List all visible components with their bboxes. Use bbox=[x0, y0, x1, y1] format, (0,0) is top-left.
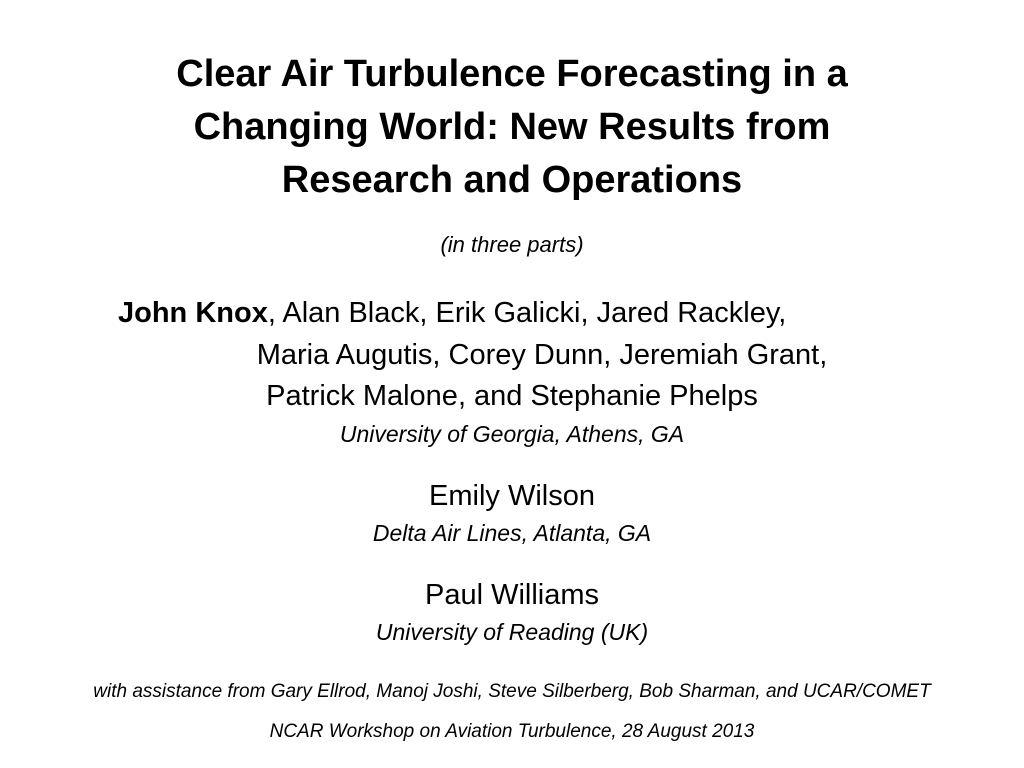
title-line: Changing World: New Results from bbox=[193, 106, 831, 148]
affiliation: University of Reading (UK) bbox=[375, 619, 649, 645]
subtitle: (in three parts) bbox=[440, 232, 584, 257]
title-line: Clear Air Turbulence Forecasting in a bbox=[176, 53, 848, 95]
venue: NCAR Workshop on Aviation Turbulence, 28… bbox=[269, 721, 755, 742]
lead-author: John Knox bbox=[118, 297, 268, 329]
authors: Maria Augutis, Corey Dunn, Jeremiah Gran… bbox=[256, 339, 828, 371]
affiliation: Delta Air Lines, Atlanta, GA bbox=[372, 520, 652, 546]
author: Paul Williams bbox=[424, 579, 600, 611]
affiliation: University of Georgia, Athens, GA bbox=[339, 421, 685, 447]
assistance: with assistance from Gary Ellrod, Manoj … bbox=[93, 681, 931, 702]
title-line: Research and Operations bbox=[281, 159, 743, 201]
authors: , Alan Black, Erik Galicki, Jared Rackle… bbox=[267, 297, 787, 329]
author: Emily Wilson bbox=[429, 480, 595, 512]
author-line: John Knox, Alan Black, Erik Galicki, Jar… bbox=[118, 297, 786, 330]
authors: Patrick Malone, and Stephanie Phelps bbox=[266, 380, 758, 412]
